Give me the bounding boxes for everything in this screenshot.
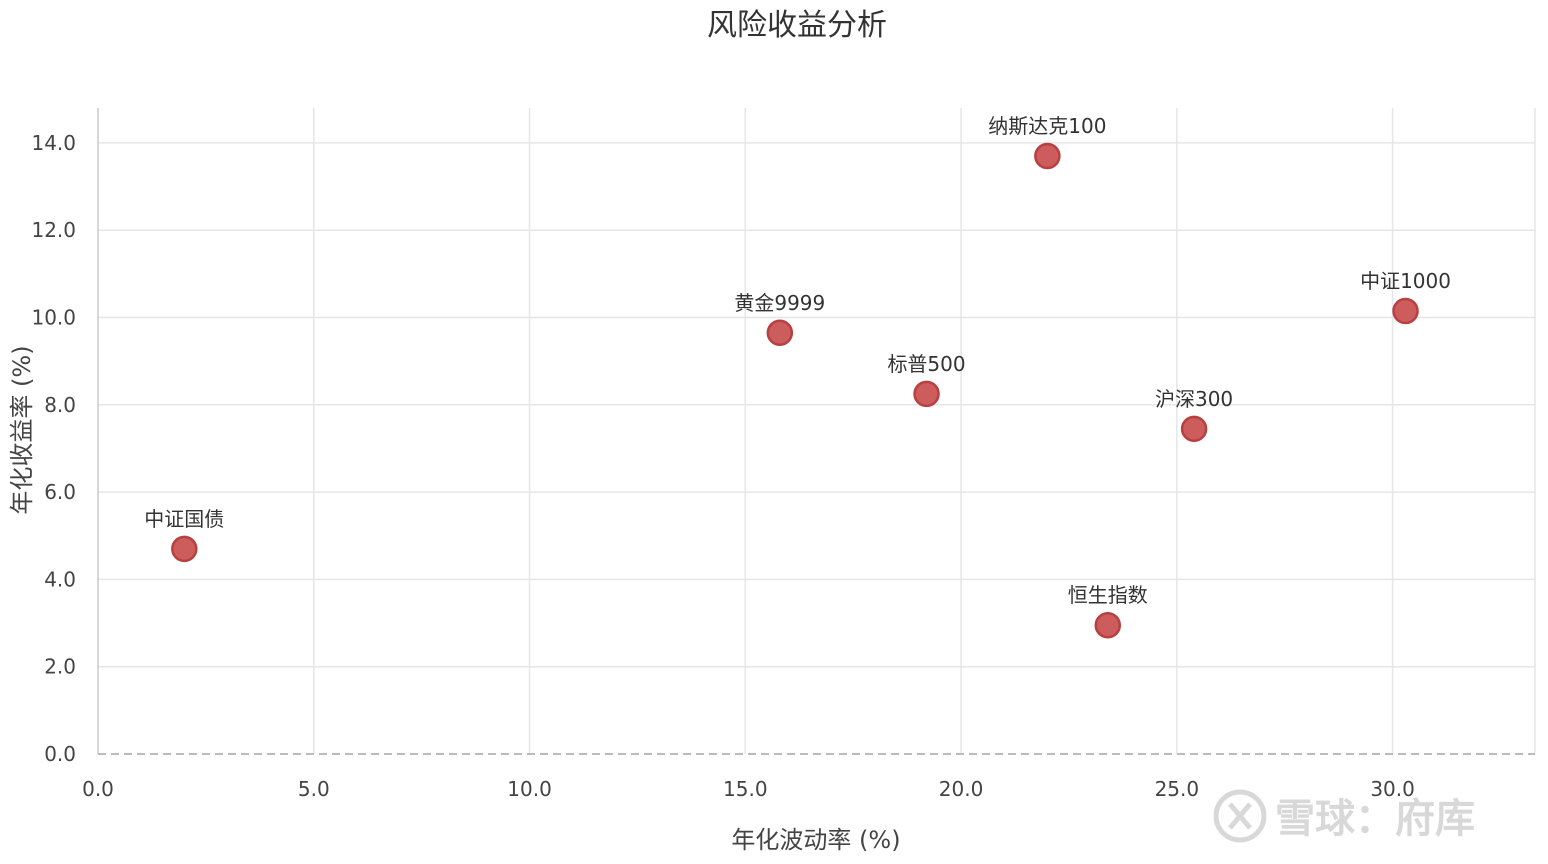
tick-labels: 0.0 5.0 10.0 15.0 20.0 25.0 30.0 0.0 2.0 4.0 6.0 8.… xyxy=(31,131,1414,801)
x-tick-label: 25.0 xyxy=(1155,777,1200,801)
point-label: 恒生指数 xyxy=(1068,583,1148,607)
x-tick-label: 20.0 xyxy=(939,777,984,801)
data-point[interactable] xyxy=(1034,142,1061,170)
watermark-text: 雪球：府库 xyxy=(1275,796,1475,842)
point-label: 标普500 xyxy=(887,352,965,376)
y-axis-title: 年化收益率 (%) xyxy=(8,345,36,514)
y-tick-label: 4.0 xyxy=(44,567,76,591)
watermark: 雪球：府库 xyxy=(1213,789,1475,843)
y-tick-label: 8.0 xyxy=(44,393,76,417)
x-tick-label: 15.0 xyxy=(723,777,768,801)
point-label: 黄金9999 xyxy=(734,291,825,315)
x-tick-label: 10.0 xyxy=(507,777,552,801)
y-tick-label: 6.0 xyxy=(44,480,76,504)
y-tick-label: 14.0 xyxy=(31,131,76,155)
x-tick-label: 30.0 xyxy=(1370,777,1415,801)
x-axis-title: 年化波动率 (%) xyxy=(731,826,900,854)
point-label: 沪深300 xyxy=(1155,387,1233,411)
chart-title: 风险收益分析 xyxy=(707,8,887,43)
data-point[interactable] xyxy=(766,319,794,347)
data-point[interactable] xyxy=(1180,415,1208,443)
point-label: 中证国债 xyxy=(144,507,224,531)
data-point[interactable] xyxy=(171,535,198,563)
point-label: 中证1000 xyxy=(1360,269,1451,293)
x-tick-label: 5.0 xyxy=(298,777,330,801)
y-tick-label: 2.0 xyxy=(44,655,76,679)
x-tick-label: 0.0 xyxy=(82,777,114,801)
data-point[interactable] xyxy=(1392,297,1419,325)
data-point[interactable] xyxy=(913,380,940,408)
grid-lines xyxy=(98,108,1536,754)
xueqiu-logo-icon xyxy=(1213,789,1267,843)
point-label: 纳斯达克100 xyxy=(988,114,1106,138)
data-point[interactable] xyxy=(1094,611,1122,639)
y-tick-label: 10.0 xyxy=(31,306,76,330)
axes xyxy=(97,108,1535,755)
data-points xyxy=(171,142,1419,639)
point-labels: 中证国债 黄金9999 标普500 纳斯达克100 恒生指数 沪深300 中证1000 xyxy=(144,114,1451,607)
y-tick-label: 0.0 xyxy=(44,742,76,766)
y-tick-label: 12.0 xyxy=(31,218,76,242)
